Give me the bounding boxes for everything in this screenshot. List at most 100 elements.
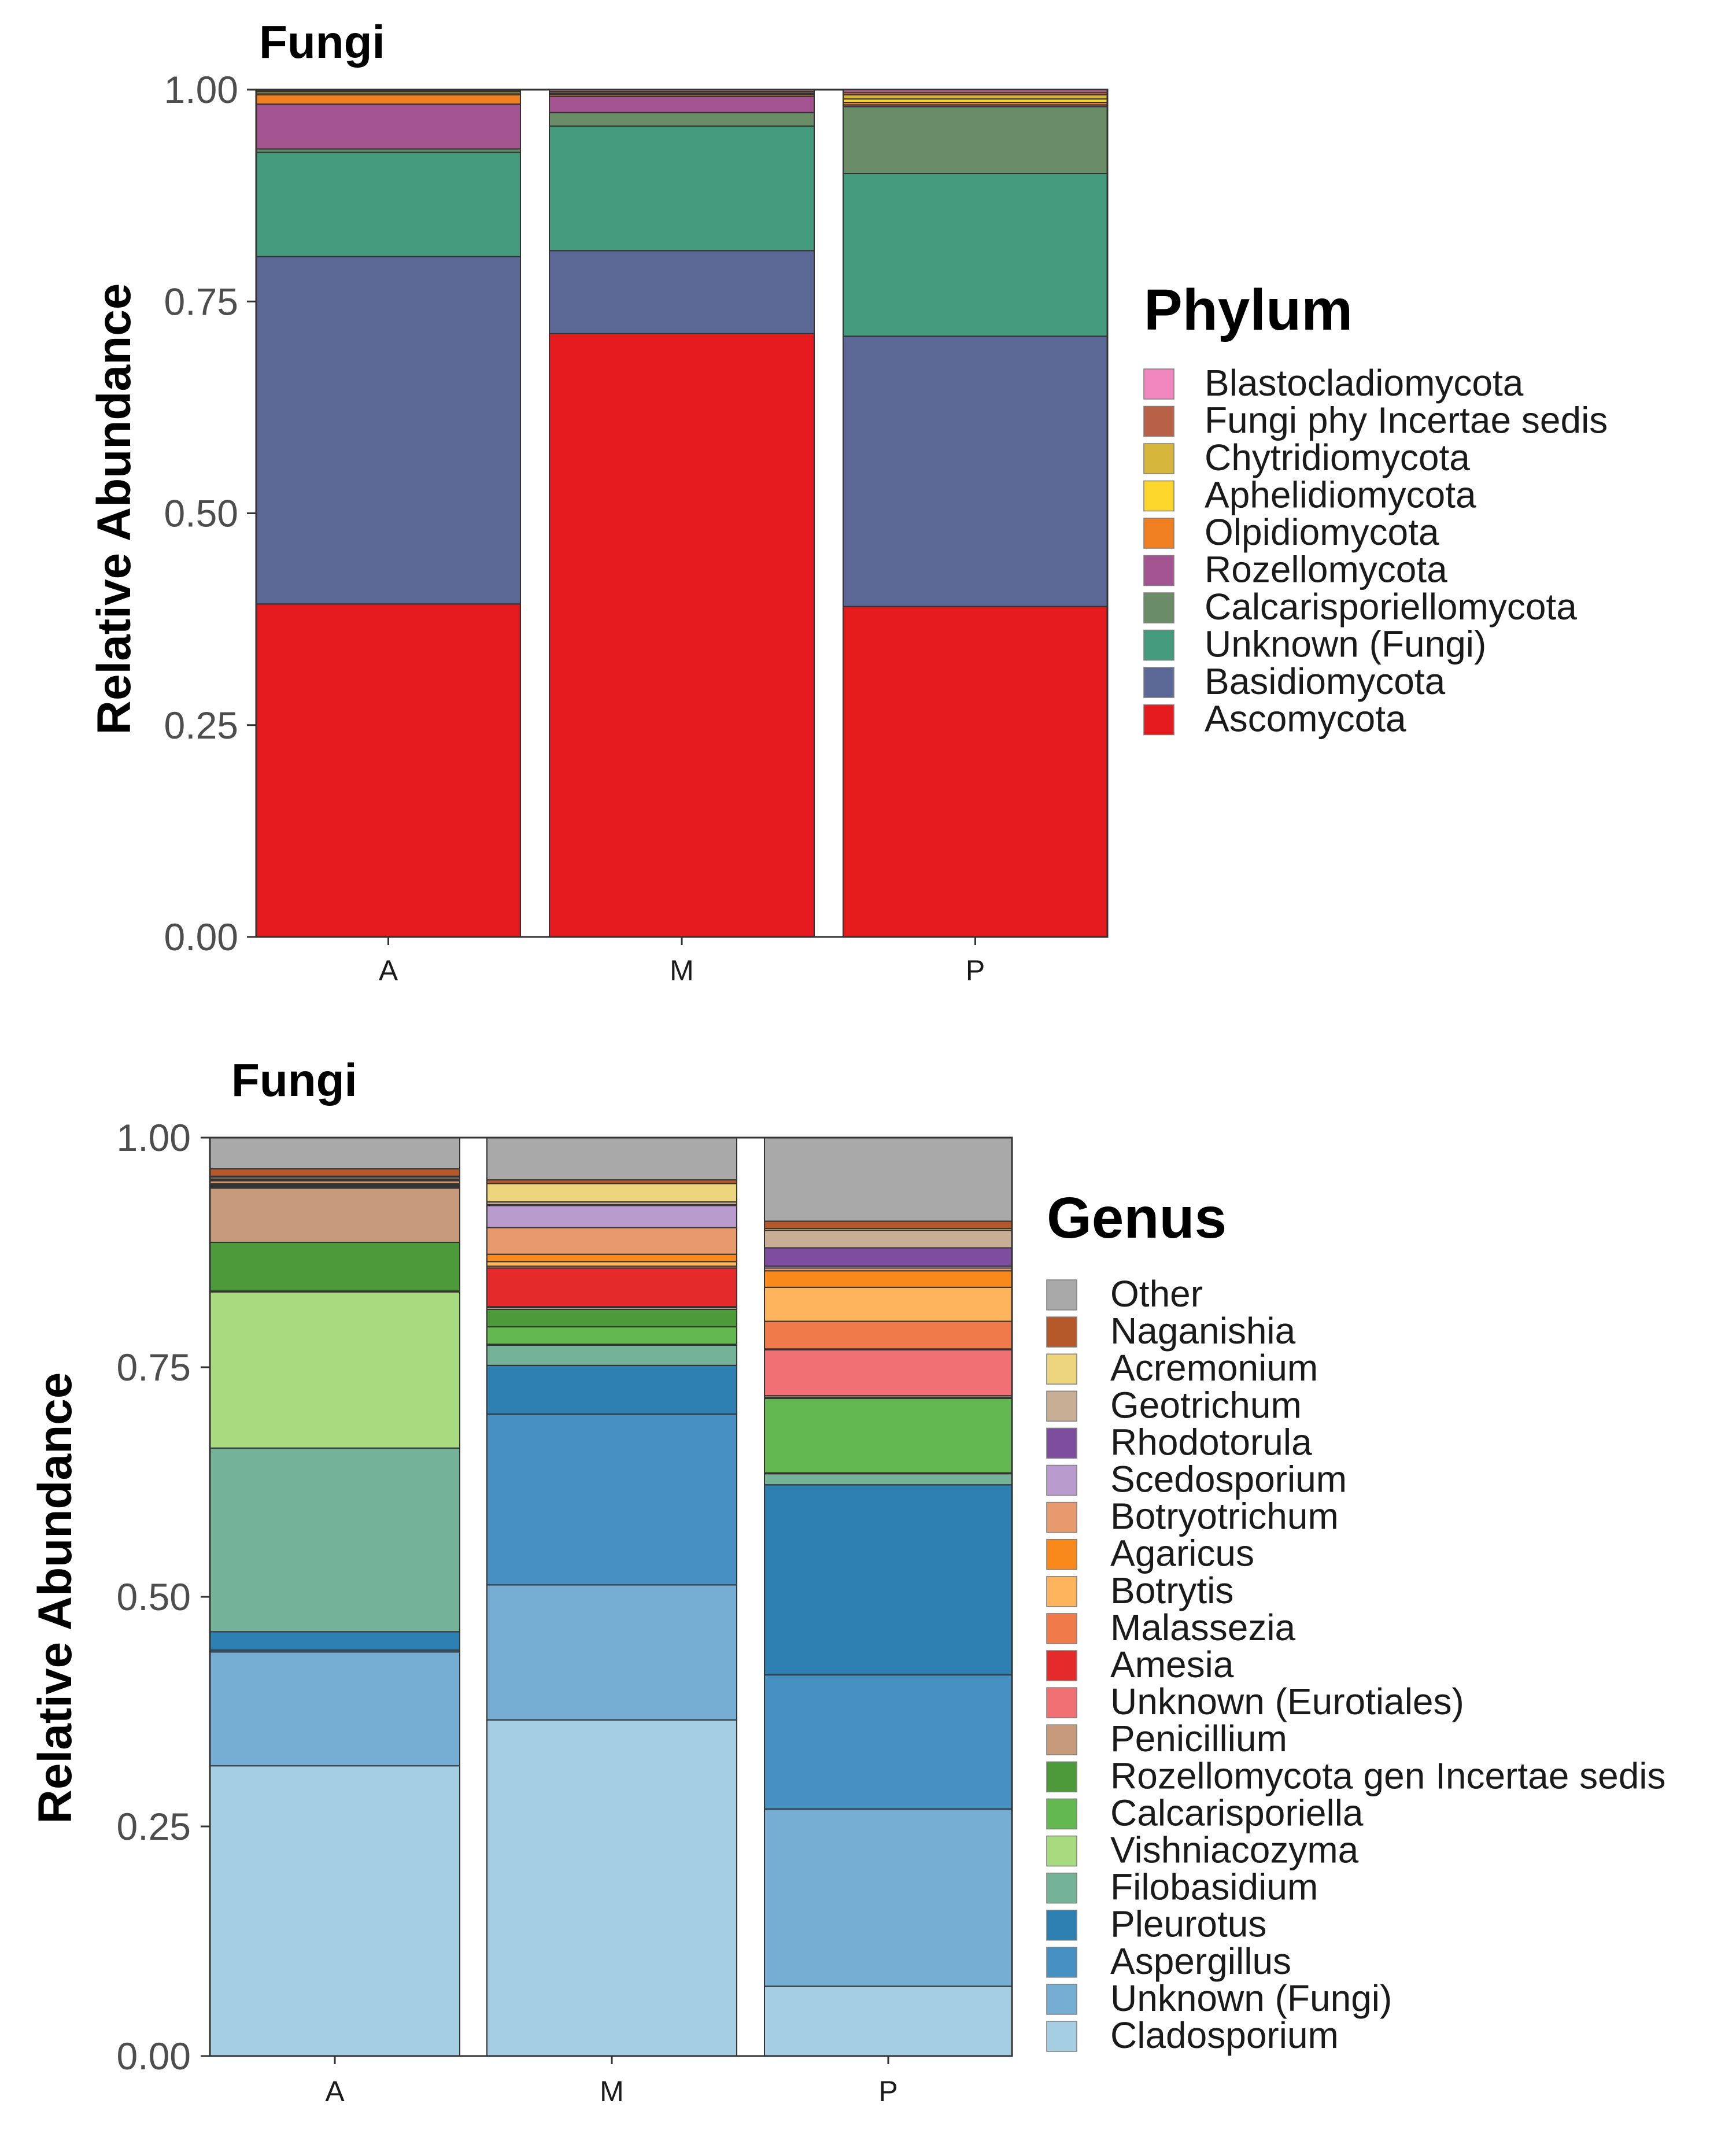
chart2-legend-swatch-unknown-fungi [1046, 1984, 1077, 2015]
chart2-legend-label-vishniacozyma: Vishniacozyma [1110, 1829, 1359, 1871]
chart1-y-tick-label: 0.25 [164, 704, 238, 747]
chart2-legend-label-scedosporium: Scedosporium [1110, 1459, 1347, 1500]
chart2-legend-swatch-rozellomycota-gen-incertae-sedis [1046, 1761, 1077, 1793]
chart1-bar-p-chytridiomycota [843, 94, 1108, 100]
chart2-bar-a-other [209, 1137, 460, 1169]
chart2-y-tick-label: 0.50 [117, 1575, 191, 1618]
chart2-bar-m-acremonium [486, 1183, 737, 1203]
chart2-bar-m-scedosporium [486, 1205, 737, 1228]
chart2-bar-p-rhodotorula [764, 1247, 1013, 1267]
chart2-title: Fungi [231, 1054, 357, 1106]
chart2-bar-a-vishniacozyma [209, 1291, 460, 1449]
chart2-legend-label-pleurotus: Pleurotus [1110, 1903, 1266, 1945]
chart2-legend-swatch-pleurotus [1046, 1909, 1077, 1941]
chart2-legend-swatch-malassezia [1046, 1613, 1077, 1644]
chart2-bar-m-unknown-fungi [486, 1584, 737, 1721]
chart2-legend-label-naganishia: Naganishia [1110, 1310, 1296, 1352]
chart2-legend-label-unknown-eurotiales: Unknown (Eurotiales) [1110, 1681, 1464, 1722]
chart1-x-tick-label-m: M [670, 954, 694, 987]
chart2-x-tick-label-p: P [878, 2075, 897, 2108]
chart2-bar-a-rozellomycota-gen-incertae-sedis [209, 1242, 460, 1292]
chart1-bar-m-rozellomycota [549, 95, 815, 113]
chart2-legend-swatch-unknown-eurotiales [1046, 1687, 1077, 1718]
chart1-legend-label-fungi-phy-incertae-sedis: Fungi phy Incertae sedis [1205, 400, 1608, 441]
chart2-legend-label-geotrichum: Geotrichum [1110, 1384, 1302, 1426]
chart1-legend-swatch-aphelidiomycota [1143, 480, 1174, 512]
chart1-legend-swatch-fungi-phy-incertae-sedis [1143, 405, 1174, 437]
chart2-legend-title: Genus [1047, 1186, 1227, 1250]
chart2-legend-swatch-filobasidium [1046, 1872, 1077, 1904]
chart1-legend-title: Phylum [1144, 278, 1353, 342]
chart1-y-tick-label: 1.00 [164, 68, 238, 111]
chart2-legend-label-rozellomycota-gen-incertae-sedis: Rozellomycota gen Incertae sedis [1110, 1755, 1666, 1796]
chart2-bar-a-cladosporium [209, 1765, 460, 2057]
chart2-x-tick-label-a: A [325, 2075, 345, 2108]
chart2-bar-m-botryotrichum [486, 1227, 737, 1255]
phylum-chart: Fungi Relative Abundance 0.00 0.25 0.50 0.7… [88, 16, 1608, 987]
chart2-bar-p-filobasidium [764, 1473, 1013, 1486]
chart2-x-tick-label-m: M [600, 2075, 624, 2108]
chart2-bar-p-naganishia [764, 1220, 1013, 1230]
chart1-legend-label-chytridiomycota: Chytridiomycota [1205, 437, 1470, 478]
chart2-legend-swatch-calcarisporiella [1046, 1798, 1077, 1830]
chart2-legend-label-amesia: Amesia [1110, 1644, 1234, 1685]
chart1-legend-swatch-ascomycota [1143, 704, 1174, 736]
chart1-legend-label-ascomycota: Ascomycota [1205, 698, 1406, 740]
chart2-legend-label-aspergillus: Aspergillus [1110, 1940, 1291, 1982]
chart2-bar-m-filobasidium [486, 1344, 737, 1366]
chart1-bar-m-basidiomycota [549, 250, 815, 334]
chart1-bar-a-basidiomycota [256, 256, 521, 605]
chart2-bar-p-aspergillus [764, 1674, 1013, 1810]
chart1-bar-m-unknown-fungi [549, 125, 815, 252]
chart2-legend-swatch-scedosporium [1046, 1464, 1077, 1496]
chart2-bar-m-botrytis [486, 1261, 737, 1267]
chart1-bar-p-ascomycota [843, 606, 1108, 938]
chart1-legend-swatch-blastocladiomycota [1143, 368, 1174, 400]
chart2-bar-m-agaricus [486, 1253, 737, 1263]
chart2-bar-p-agaricus [764, 1270, 1013, 1288]
chart2-legend-label-penicillium: Penicillium [1110, 1718, 1287, 1759]
chart1-legend-swatch-rozellomycota [1143, 555, 1174, 586]
chart2-legend-swatch-penicillium [1046, 1724, 1077, 1755]
chart2-legend-label-botrytis: Botrytis [1110, 1570, 1233, 1611]
chart1-legend-label-rozellomycota: Rozellomycota [1205, 549, 1447, 590]
chart1-legend-label-calcarisporiellomycota: Calcarisporiellomycota [1205, 586, 1577, 628]
chart2-bar-m-other [486, 1137, 737, 1181]
chart1-title: Fungi [259, 16, 385, 68]
chart2-legend-swatch-geotrichum [1046, 1390, 1077, 1422]
chart1-y-axis-label: Relative Abundance [88, 283, 141, 735]
chart2-y-axis-label: Relative Abundance [29, 1372, 82, 1824]
chart2-legend-swatch-naganishia [1046, 1316, 1077, 1348]
chart2-legend-label-acremonium: Acremonium [1110, 1347, 1318, 1389]
chart2-y-tick-label: 0.25 [117, 1805, 191, 1848]
chart2-bar-p-geotrichum [764, 1230, 1013, 1249]
chart2-bar-p-unknown-fungi [764, 1808, 1013, 1987]
chart2-bar-p-malassezia [764, 1320, 1013, 1350]
chart1-y-tick-label: 0.00 [164, 916, 238, 958]
chart1-x-tick-label-a: A [379, 954, 398, 987]
chart2-legend-swatch-rhodotorula [1046, 1427, 1077, 1459]
chart2-legend-label-filobasidium: Filobasidium [1110, 1866, 1318, 1908]
chart1-legend-swatch-unknown-fungi [1143, 629, 1174, 661]
chart2-legend-label-calcarisporiella: Calcarisporiella [1110, 1792, 1364, 1833]
chart1-bar-p-unknown-fungi [843, 173, 1108, 337]
chart1-x-tick-label-p: P [966, 954, 985, 987]
chart1-bar-a-ascomycota [256, 603, 521, 938]
chart1-legend-swatch-olpidiomycota [1143, 518, 1174, 549]
chart1-legend-swatch-basidiomycota [1143, 667, 1174, 698]
chart1-legend-label-olpidiomycota: Olpidiomycota [1205, 511, 1439, 553]
chart2-bar-p-cladosporium [764, 1985, 1013, 2057]
chart1-y-tick-label: 0.50 [164, 492, 238, 535]
chart2-legend-label-cladosporium: Cladosporium [1110, 2014, 1339, 2056]
chart2-bar-p-botrytis [764, 1286, 1013, 1322]
chart2-bar-a-penicillium [209, 1187, 460, 1243]
chart1-legend-label-blastocladiomycota: Blastocladiomycota [1205, 362, 1524, 404]
chart2-bar-m-amesia [486, 1267, 737, 1308]
chart2-bar-m-rozellomycota-gen-incertae-sedis [486, 1308, 737, 1328]
chart2-legend-label-other: Other [1110, 1273, 1203, 1315]
chart2-bar-p-calcarisporiella [764, 1397, 1013, 1474]
chart1-y-tick-label: 0.75 [164, 280, 238, 323]
chart1-legend-label-basidiomycota: Basidiomycota [1205, 660, 1446, 702]
chart2-legend-swatch-agaricus [1046, 1538, 1077, 1570]
